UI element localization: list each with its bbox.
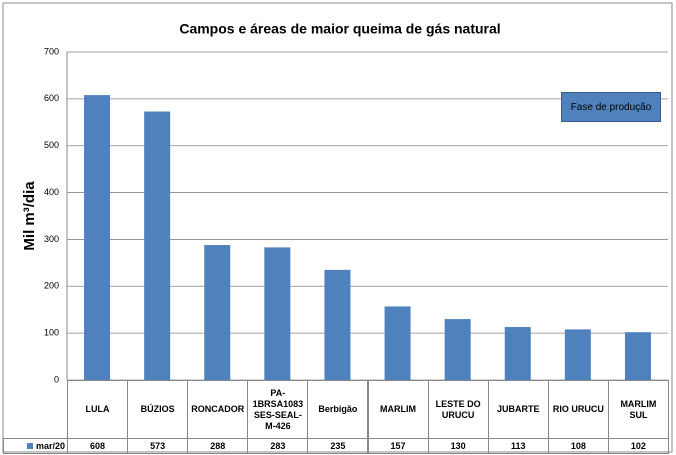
legend-label: mar/20 (35, 440, 65, 451)
legend-entry: mar/20 (3, 438, 68, 454)
data-table-value: 108 (547, 438, 609, 454)
y-tick-label: 100 (44, 328, 59, 338)
x-tick-label: BÚZIOS (127, 380, 189, 439)
data-table-value: 235 (307, 438, 369, 454)
y-tick-label: 400 (44, 187, 59, 197)
x-tick-label: MARLIM (367, 380, 429, 439)
bar (384, 306, 411, 380)
bar (444, 319, 471, 380)
y-tick-label: 700 (44, 46, 59, 56)
bar (324, 269, 351, 380)
data-table-value: 113 (487, 438, 549, 454)
data-table-value: 288 (187, 438, 249, 454)
x-tick-label: PA-1BRSA1083SES-SEAL-M-426 (247, 380, 309, 439)
bar (624, 332, 651, 380)
x-tick-label: Berbigão (307, 380, 369, 439)
x-tick-label: LULA (67, 380, 129, 439)
data-table-value: 573 (127, 438, 189, 454)
bar (204, 245, 231, 380)
legend-key (26, 443, 33, 449)
y-tick-label: 0 (54, 374, 59, 384)
data-table-value: 157 (367, 438, 429, 454)
y-tick-label: 300 (44, 234, 59, 244)
bar (264, 247, 291, 380)
y-tick-label: 200 (44, 281, 59, 291)
data-table-value: 283 (247, 438, 309, 454)
x-tick-label: RONCADOR (187, 380, 249, 439)
x-tick-label: MARLIM SUL (607, 380, 669, 439)
bar (144, 111, 171, 380)
y-tick-label: 600 (44, 93, 59, 103)
bar (84, 95, 111, 380)
annotation: Fase de produção (561, 92, 661, 122)
bar (564, 329, 591, 380)
x-tick-label: JUBARTE (487, 380, 549, 439)
data-table-value: 102 (607, 438, 669, 454)
y-tick-label: 500 (44, 140, 59, 150)
bar (504, 327, 531, 380)
chart-title: Campos e áreas de maior queima de gás na… (179, 21, 500, 37)
y-axis-label: Mil m³/dia (21, 181, 38, 251)
x-tick-label: LESTE DO URUCU (427, 380, 489, 439)
data-table-value: 130 (427, 438, 489, 454)
x-tick-label: RIO URUCU (547, 380, 609, 439)
data-table-value: 608 (67, 438, 129, 454)
